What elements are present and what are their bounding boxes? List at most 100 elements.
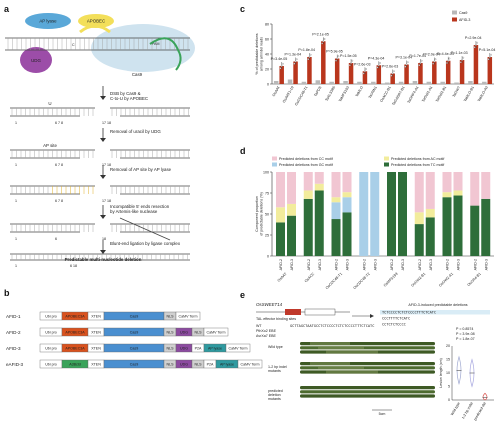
dna-row: U 1 6 7 8 17 18: [10, 101, 190, 125]
d-y-label: Component proportionof predictable delet…: [255, 192, 264, 236]
d-bar-segment-cc: [331, 172, 341, 198]
d-y-tick-label: 50: [265, 213, 269, 217]
c-data-point: [405, 63, 408, 66]
construct-block: [203, 327, 229, 337]
c-bar-afid3: [321, 41, 326, 84]
c-pvalue: P=2.6e-03: [382, 65, 399, 69]
panel-b: b AFID-1 Ubi pro APOBEC3A XTEN Cas9 NLS CaMV T…: [4, 288, 263, 369]
d-bar-segment-cc: [314, 172, 324, 184]
panel-c: c 0 20 40 60 80 % of predictable deletionsamo…: [240, 4, 495, 106]
step-arrowhead: [100, 250, 106, 254]
d-bar-segment-cc: [414, 172, 424, 213]
d-legend-label: Predicted deletions from AC motif: [391, 157, 444, 161]
d-bar-label: AFID-2: [418, 259, 422, 270]
d-bar-segment-gc: [370, 172, 380, 256]
construct-block-label: NLS: [167, 315, 175, 319]
construct-block-label: AP lyase: [208, 347, 222, 351]
c-legend-swatch: [452, 10, 457, 15]
c-legend-swatch: [452, 17, 457, 22]
c-pvalue: P=3.1e-04: [395, 56, 412, 60]
c-y-tick-label: 80: [265, 23, 269, 27]
e-seq-left-label: WT: [256, 324, 262, 328]
e-violin-pvalue: P = 0.8574: [456, 327, 473, 331]
c-bar-afid3: [459, 60, 465, 84]
d-group-label: OsGR4-B1: [467, 272, 482, 287]
step-arrowhead: [100, 175, 106, 179]
c-category-label: OsAAT: [272, 85, 282, 97]
c-data-point: [321, 42, 323, 45]
d-bar-segment-tc: [276, 222, 285, 256]
e-scale-label: 5cm: [379, 412, 386, 416]
d-bar-segment-ac: [414, 212, 424, 225]
e-exon: [304, 308, 336, 316]
step-label: Incompatible 5' ends resection by Artemis…: [110, 204, 170, 214]
c-bar-cas9: [426, 81, 432, 84]
construct-block-label: P2A: [207, 363, 214, 367]
c-category-label: OsAAT1-19: [282, 86, 295, 104]
d-bar-segment-ac: [287, 203, 296, 216]
c-data-point: [433, 60, 436, 63]
e-violin-y-tick-label: 0: [448, 398, 450, 402]
dna-mark: U: [48, 101, 51, 106]
c-data-point: [295, 58, 298, 61]
c-category-label: TaMFS193: [338, 86, 350, 103]
d-bar-label: AFID-2: [446, 259, 450, 270]
d-bar-segment-cc: [425, 172, 435, 209]
e-leaf: [300, 386, 435, 390]
c-bar-cas9: [273, 81, 279, 84]
c-bar-cas9: [482, 81, 487, 84]
c-category-label: TaMLO-B1: [463, 86, 475, 103]
c-data-point: [490, 53, 492, 56]
c-bar-cas9: [329, 81, 334, 84]
construct-block-label: Cas9: [130, 347, 138, 351]
e-lesion: [310, 342, 350, 346]
d-group-label: OsACC: [304, 272, 316, 284]
position-number: 6 7 8: [55, 121, 63, 125]
c-bar-afid3: [390, 73, 395, 84]
c-pvalue: P=1.1e-03: [451, 51, 468, 55]
c-pvalue: P=1.8e-04: [298, 48, 315, 52]
ap-lyase-protein: [25, 13, 71, 29]
panel-e-letter: e: [240, 290, 245, 300]
e-arrowhead: [370, 314, 374, 318]
d-bar-segment-cc: [342, 172, 352, 193]
c-data-point: [376, 66, 379, 69]
d-bar-segment-tc: [303, 198, 313, 256]
e-lesion: [326, 370, 378, 374]
c-category-label: OsCDC48-T1: [294, 86, 308, 107]
e-row-label: 1-2 bp indel mutants: [268, 365, 287, 373]
c-bar-afid3: [432, 61, 437, 84]
d-group-label: OsCDC48-T1: [325, 272, 343, 290]
c-bar-cas9: [371, 81, 376, 84]
position-number: 18: [102, 237, 106, 241]
c-data-point: [365, 68, 367, 70]
d-bar-segment-ac: [442, 192, 452, 198]
e-lesion: [310, 362, 350, 366]
d-group-label: OsMFS193: [383, 272, 399, 288]
c-bar-afid3: [418, 63, 423, 84]
e-seq-left-label: PthXo2 EBE: [256, 329, 277, 333]
c-data-point: [294, 60, 297, 63]
c-category-label: TaGW7: [452, 86, 461, 98]
d-bar-segment-tc: [470, 205, 480, 256]
c-pvalue: P=2.1e-05: [312, 32, 329, 36]
c-bar-cas9: [440, 81, 445, 84]
position-number: 1: [15, 199, 17, 203]
dna-row: 1 6 7 8 17 18: [10, 185, 190, 203]
c-pvalue: P=2.9e-04: [465, 36, 482, 40]
d-group-label: OsCDC48-T2: [353, 272, 371, 290]
construct-block-label: NLS: [167, 331, 175, 335]
d-bar-segment-ac: [303, 190, 313, 199]
apobec-label: APOBEC: [87, 19, 105, 24]
e-seq-row: CCCTTTTCTCATC: [382, 317, 410, 321]
d-bar-segment-tc: [342, 212, 352, 256]
construct-name: eAFID-3: [6, 362, 24, 367]
c-data-point: [307, 58, 310, 61]
d-bar-label: AFID-3: [484, 259, 488, 270]
construct-row: AFID-3 Ubi pro APOBEC3A XTEN Cas9 NLS UDG P2A AP…: [6, 343, 251, 353]
d-group-label: OsAAT: [277, 271, 288, 282]
panel-c-letter: c: [240, 4, 245, 14]
d-bar-label: AFID-2: [279, 259, 283, 270]
c-category-label: TaALS385: [325, 86, 337, 102]
c-data-point: [349, 64, 351, 67]
